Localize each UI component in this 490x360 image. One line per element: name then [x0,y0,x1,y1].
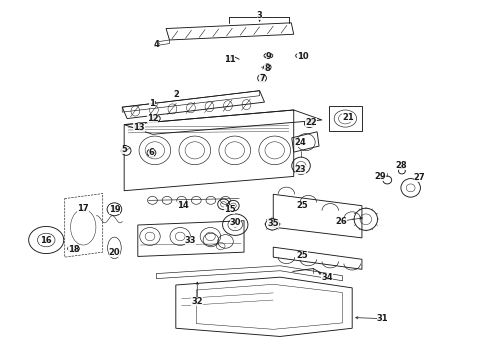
Text: 7: 7 [259,74,265,83]
Text: 27: 27 [414,173,425,182]
Text: 23: 23 [294,166,306,175]
Text: 9: 9 [266,52,271,61]
Text: 8: 8 [264,64,270,73]
Text: 5: 5 [121,145,127,154]
Text: 17: 17 [77,204,89,213]
Text: 3: 3 [257,11,263,20]
Text: 25: 25 [296,201,308,210]
Text: 2: 2 [173,90,179,99]
Text: 12: 12 [147,114,158,123]
Text: 4: 4 [153,40,159,49]
Text: 26: 26 [336,217,347,226]
Text: 13: 13 [133,123,145,132]
Text: 31: 31 [377,314,388,323]
Text: 15: 15 [223,205,235,214]
Text: 30: 30 [229,218,241,227]
Text: 20: 20 [109,248,120,257]
Text: 28: 28 [395,161,407,170]
Text: 11: 11 [223,55,235,64]
Bar [329,107,362,131]
Text: 24: 24 [294,138,306,147]
Text: 6: 6 [148,148,154,157]
Text: 10: 10 [296,51,308,60]
Text: 29: 29 [375,172,386,181]
Text: 18: 18 [68,245,79,254]
Text: 22: 22 [305,118,317,127]
Text: 34: 34 [321,273,333,282]
Text: 32: 32 [192,297,203,306]
Text: 21: 21 [343,113,354,122]
Text: 19: 19 [109,205,120,214]
Text: 1: 1 [149,99,155,108]
Text: 35: 35 [268,219,279,228]
Text: 16: 16 [40,236,52,245]
Text: 25: 25 [296,251,308,260]
Text: 33: 33 [185,235,196,244]
Text: 14: 14 [177,201,189,210]
